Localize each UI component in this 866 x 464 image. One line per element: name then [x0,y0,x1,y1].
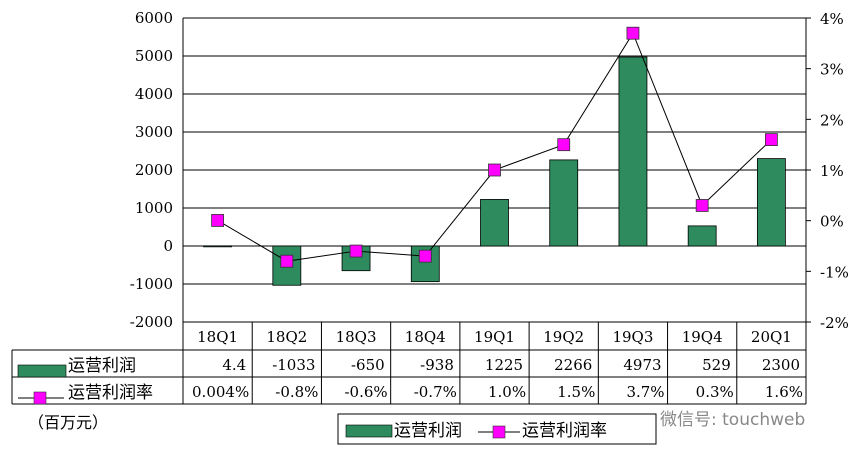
y-right-tick-label: 2% [820,111,844,129]
bar-value-label: -1033 [272,356,315,374]
watermark: 微信号: touchweb [660,410,805,430]
y-right-tick-label: 4% [820,10,844,28]
bar-value-label: -650 [351,356,385,374]
y-right-tick-label: 0% [820,213,844,231]
bar-value-label: 4973 [623,356,661,374]
bar-value-label: 529 [702,356,731,374]
margin-line [211,26,778,268]
bar [549,159,579,247]
x-tick-label: 18Q3 [336,328,377,346]
x-tick-label: 20Q1 [751,328,792,346]
margin-value-label: 1.6% [765,383,803,401]
bar-value-label: 4.4 [222,356,246,374]
x-tick-label: 18Q4 [405,328,446,346]
margin-marker [626,26,640,40]
margin-marker [211,214,225,227]
margin-marker [488,163,501,177]
bars [203,56,786,286]
series-name: 运营利润率 [68,383,153,403]
margin-marker [349,244,363,258]
margin-value-label: -0.8% [275,383,318,401]
legend-bar-label: 运营利润 [394,421,462,441]
y-left-tick-label: 4000 [135,85,173,103]
margin-marker [764,133,778,147]
legend-line-label: 运营利润率 [522,421,607,441]
series-name: 运营利润 [68,356,136,376]
margin-value-label: 1.0% [488,383,526,401]
marker-legend-key [33,391,47,405]
bar-legend-key [17,364,67,378]
legend-marker-key [492,425,506,439]
y-right-tick-label: -2% [820,314,849,332]
y-right-tick-label: -1% [820,263,849,281]
margin-marker [418,249,432,263]
margin-value-label: 0.004% [192,383,249,401]
bar-value-label: 1225 [485,356,523,374]
legend-bar-key [345,424,393,438]
bar-value-label: 2266 [554,356,592,374]
y-right-tick-label: 1% [820,162,844,180]
x-tick-label: 19Q3 [612,328,653,346]
bar [618,56,648,247]
y-left-tick-label: 5000 [135,47,173,65]
y-left-tick-label: 6000 [135,9,173,27]
y-right-tick-label: 3% [820,61,844,79]
margin-marker [557,138,571,152]
x-tick-label: 18Q1 [197,328,238,346]
bar-value-label: 2300 [762,356,800,374]
bar [203,245,233,248]
margin-value-label: 3.7% [626,383,664,401]
y-left-tick-label: 1000 [135,199,173,217]
margin-value-label: -0.6% [344,383,387,401]
y-left-tick-label: 2000 [135,161,173,179]
bar [480,199,509,247]
axes: 6000 5000 4000 3000 2000 1000 0 -1000 -2000 4% 3% 2… [130,9,849,332]
unit-label: （百万元） [28,413,108,432]
y-left-tick-label: -2000 [130,313,173,331]
x-tick-label: 19Q2 [543,328,584,346]
bar [687,225,717,247]
y-left-tick-label: 3000 [135,123,173,141]
legend: 运营利润 运营利润率 [337,413,657,445]
bar [756,158,786,247]
data-table: 18Q1 18Q2 18Q3 18Q4 19Q1 19Q2 19Q3 19Q4 20Q1 4.4 -… [11,321,807,405]
margin-value-label: 0.3% [696,383,734,401]
margin-value-label: 1.5% [557,383,595,401]
bar-value-label: -938 [420,356,454,374]
y-left-tick-label: 0 [163,237,173,255]
margin-marker [695,199,709,212]
x-tick-label: 18Q2 [266,328,307,346]
margin-value-label: -0.7% [414,383,457,401]
margin-marker [280,254,294,268]
x-tick-label: 19Q1 [474,328,515,346]
y-left-tick-label: -1000 [130,275,173,293]
x-tick-label: 19Q4 [682,328,723,346]
